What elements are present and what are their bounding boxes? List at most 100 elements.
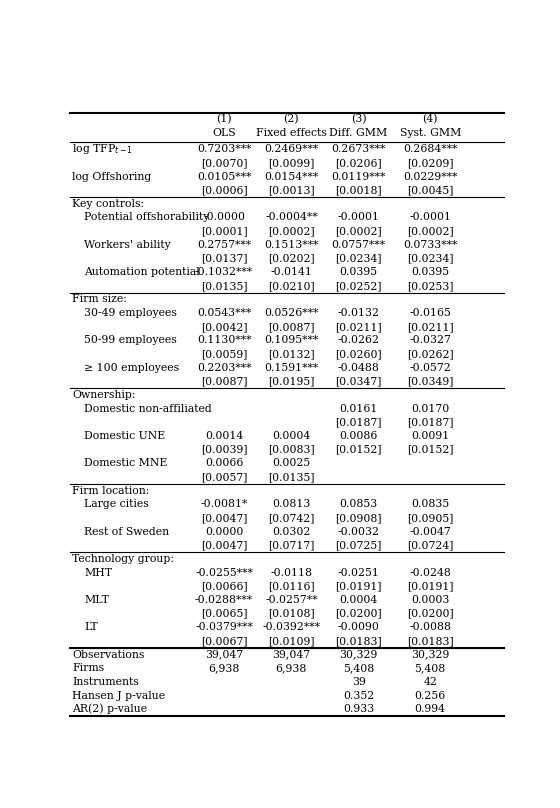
Text: Diff. GMM: Diff. GMM bbox=[329, 128, 388, 138]
Text: [0.0209]: [0.0209] bbox=[407, 158, 454, 168]
Text: 5,408: 5,408 bbox=[343, 663, 374, 673]
Text: 6,938: 6,938 bbox=[208, 663, 240, 673]
Text: [0.0908]: [0.0908] bbox=[335, 513, 382, 523]
Text: [0.0742]: [0.0742] bbox=[268, 513, 315, 523]
Text: 0.0170: 0.0170 bbox=[411, 404, 449, 414]
Text: 0.2684***: 0.2684*** bbox=[403, 144, 458, 154]
Text: [0.0905]: [0.0905] bbox=[407, 513, 454, 523]
Text: Rest of Sweden: Rest of Sweden bbox=[85, 527, 170, 537]
Text: 5,408: 5,408 bbox=[414, 663, 446, 673]
Text: Potential offshorability: Potential offshorability bbox=[85, 213, 209, 222]
Text: [0.0234]: [0.0234] bbox=[335, 254, 382, 263]
Text: [0.0002]: [0.0002] bbox=[335, 226, 382, 236]
Text: -0.0004**: -0.0004** bbox=[265, 213, 318, 222]
Text: -0.0081*: -0.0081* bbox=[200, 499, 248, 509]
Text: [0.0047]: [0.0047] bbox=[201, 513, 248, 523]
Text: 0.0302: 0.0302 bbox=[272, 527, 311, 537]
Text: OLS: OLS bbox=[212, 128, 236, 138]
Text: 0.2469***: 0.2469*** bbox=[264, 144, 319, 154]
Text: 0.2203***: 0.2203*** bbox=[197, 363, 251, 372]
Text: [0.0087]: [0.0087] bbox=[268, 322, 315, 332]
Text: 0.0086: 0.0086 bbox=[339, 431, 378, 441]
Text: -0.0000: -0.0000 bbox=[203, 213, 245, 222]
Text: 0.2757***: 0.2757*** bbox=[197, 240, 251, 250]
Text: [0.0253]: [0.0253] bbox=[407, 281, 454, 291]
Text: Firms: Firms bbox=[72, 663, 104, 673]
Text: 0.352: 0.352 bbox=[343, 691, 374, 701]
Text: MLT: MLT bbox=[85, 595, 109, 605]
Text: [0.0116]: [0.0116] bbox=[268, 581, 315, 591]
Text: -0.0257**: -0.0257** bbox=[265, 595, 318, 605]
Text: [0.0191]: [0.0191] bbox=[407, 581, 454, 591]
Text: -0.0392***: -0.0392*** bbox=[262, 622, 320, 632]
Text: [0.0132]: [0.0132] bbox=[268, 349, 315, 359]
Text: 0.1130***: 0.1130*** bbox=[197, 335, 251, 345]
Text: 30,329: 30,329 bbox=[339, 650, 378, 659]
Text: -0.0572: -0.0572 bbox=[409, 363, 451, 372]
Text: 0.0229***: 0.0229*** bbox=[403, 171, 458, 182]
Text: [0.0187]: [0.0187] bbox=[335, 418, 382, 427]
Text: Domestic non-affiliated: Domestic non-affiliated bbox=[85, 404, 212, 414]
Text: -0.0251: -0.0251 bbox=[338, 567, 380, 578]
Text: Domestic MNE: Domestic MNE bbox=[85, 458, 167, 469]
Text: 0.0757***: 0.0757*** bbox=[332, 240, 386, 250]
Text: 0.0066: 0.0066 bbox=[205, 458, 243, 469]
Text: [0.0260]: [0.0260] bbox=[335, 349, 382, 359]
Text: -0.0118: -0.0118 bbox=[270, 567, 312, 578]
Text: AR(2) p-value: AR(2) p-value bbox=[72, 704, 147, 714]
Text: (2): (2) bbox=[283, 115, 299, 124]
Text: 39: 39 bbox=[352, 677, 366, 687]
Text: Observations: Observations bbox=[72, 650, 144, 659]
Text: [0.0234]: [0.0234] bbox=[407, 254, 454, 263]
Text: 0.0813: 0.0813 bbox=[272, 499, 311, 509]
Text: -0.1032***: -0.1032*** bbox=[195, 267, 253, 277]
Text: [0.0042]: [0.0042] bbox=[201, 322, 248, 332]
Text: 0.0004: 0.0004 bbox=[339, 595, 378, 605]
Text: 0.994: 0.994 bbox=[415, 705, 446, 714]
Text: ≥ 100 employees: ≥ 100 employees bbox=[85, 363, 179, 372]
Text: [0.0006]: [0.0006] bbox=[200, 185, 248, 196]
Text: [0.0183]: [0.0183] bbox=[407, 636, 454, 646]
Text: [0.0070]: [0.0070] bbox=[201, 158, 248, 168]
Text: Technology group:: Technology group: bbox=[72, 554, 174, 564]
Text: -0.0141: -0.0141 bbox=[270, 267, 312, 277]
Text: [0.0724]: [0.0724] bbox=[407, 541, 454, 550]
Text: [0.0002]: [0.0002] bbox=[268, 226, 315, 236]
Text: [0.0067]: [0.0067] bbox=[201, 636, 248, 646]
Text: 42: 42 bbox=[423, 677, 437, 687]
Text: 0.0395: 0.0395 bbox=[339, 267, 377, 277]
Text: -0.0088: -0.0088 bbox=[409, 622, 451, 632]
Text: Instruments: Instruments bbox=[72, 677, 139, 687]
Text: 0.0119***: 0.0119*** bbox=[332, 171, 386, 182]
Text: -0.0248: -0.0248 bbox=[409, 567, 451, 578]
Text: 0.0014: 0.0014 bbox=[205, 431, 243, 441]
Text: [0.0002]: [0.0002] bbox=[407, 226, 454, 236]
Text: [0.0137]: [0.0137] bbox=[201, 254, 248, 263]
Text: 39,047: 39,047 bbox=[272, 650, 310, 659]
Text: [0.0210]: [0.0210] bbox=[268, 281, 315, 291]
Text: 0.1513***: 0.1513*** bbox=[264, 240, 319, 250]
Text: 0.256: 0.256 bbox=[414, 691, 446, 701]
Text: [0.0135]: [0.0135] bbox=[268, 472, 315, 482]
Text: [0.0202]: [0.0202] bbox=[268, 254, 315, 263]
Text: 0.0000: 0.0000 bbox=[205, 527, 243, 537]
Text: [0.0057]: [0.0057] bbox=[201, 472, 248, 482]
Text: Syst. GMM: Syst. GMM bbox=[399, 128, 461, 138]
Text: -0.0032: -0.0032 bbox=[338, 527, 380, 537]
Text: [0.0349]: [0.0349] bbox=[407, 377, 454, 386]
Text: 0.1591***: 0.1591*** bbox=[264, 363, 319, 372]
Text: Automation potential: Automation potential bbox=[85, 267, 200, 277]
Text: [0.0018]: [0.0018] bbox=[335, 185, 382, 196]
Text: -0.0488: -0.0488 bbox=[338, 363, 380, 372]
Text: [0.0183]: [0.0183] bbox=[335, 636, 382, 646]
Text: [0.0045]: [0.0045] bbox=[407, 185, 454, 196]
Text: Firm size:: Firm size: bbox=[72, 294, 127, 305]
Text: [0.0109]: [0.0109] bbox=[268, 636, 315, 646]
Text: 0.0004: 0.0004 bbox=[272, 431, 310, 441]
Text: -0.0047: -0.0047 bbox=[409, 527, 451, 537]
Text: [0.0347]: [0.0347] bbox=[335, 377, 382, 386]
Text: [0.0262]: [0.0262] bbox=[407, 349, 454, 359]
Text: -0.0288***: -0.0288*** bbox=[195, 595, 253, 605]
Text: Domestic UNE: Domestic UNE bbox=[85, 431, 166, 441]
Text: [0.0725]: [0.0725] bbox=[335, 541, 382, 550]
